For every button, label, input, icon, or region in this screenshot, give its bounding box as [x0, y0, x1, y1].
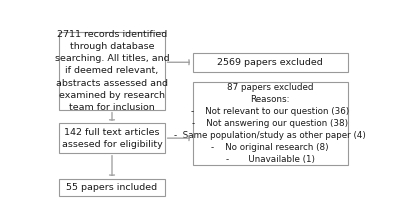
FancyBboxPatch shape [59, 123, 165, 153]
FancyBboxPatch shape [59, 179, 165, 196]
Text: 2711 records identified
through database
searching. All titles, and
if deemed re: 2711 records identified through database… [55, 30, 169, 112]
Text: 87 papers excluded
Reasons:
-    Not relevant to our question (36)
-    Not answ: 87 papers excluded Reasons: - Not releva… [174, 82, 366, 164]
Text: 55 papers included: 55 papers included [66, 183, 158, 192]
Text: 142 full text articles
assesed for eligibility: 142 full text articles assesed for eligi… [62, 127, 162, 149]
FancyBboxPatch shape [193, 53, 348, 72]
FancyBboxPatch shape [193, 82, 348, 165]
Text: 2569 papers excluded: 2569 papers excluded [217, 58, 323, 67]
FancyBboxPatch shape [59, 32, 165, 110]
